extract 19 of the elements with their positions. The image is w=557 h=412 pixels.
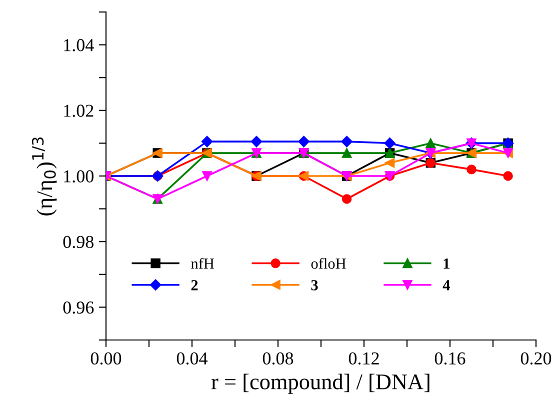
legend-label: 3	[311, 280, 318, 290]
y-axis-title: (η/η$_{0}$)$^{1/3}$	[32, 138, 57, 216]
x-tick-label: 0.16	[434, 352, 466, 365]
x-tick-label: 0.08	[262, 352, 294, 365]
y-tick-label: 0.96	[63, 301, 94, 314]
x-axis-title: r = [compound] / [DNA]	[212, 374, 430, 394]
legend-label: ofloH	[311, 258, 346, 269]
x-tick-label: 0.04	[176, 352, 208, 365]
legend-label: nfH	[191, 258, 214, 269]
y-tick-label: 1.02	[64, 104, 94, 117]
y-tick-label: 1.04	[64, 39, 94, 52]
legend-label: 4	[442, 280, 450, 290]
x-tick-label: 0.00	[90, 352, 122, 365]
x-tick-label: 0.12	[348, 352, 379, 365]
x-tick-label: 0.20	[520, 352, 552, 365]
y-tick-label: 0.98	[63, 236, 94, 248]
legend-label: 1	[444, 258, 450, 269]
legend-label: 2	[191, 280, 198, 290]
y-tick-label: 1.00	[64, 170, 94, 183]
